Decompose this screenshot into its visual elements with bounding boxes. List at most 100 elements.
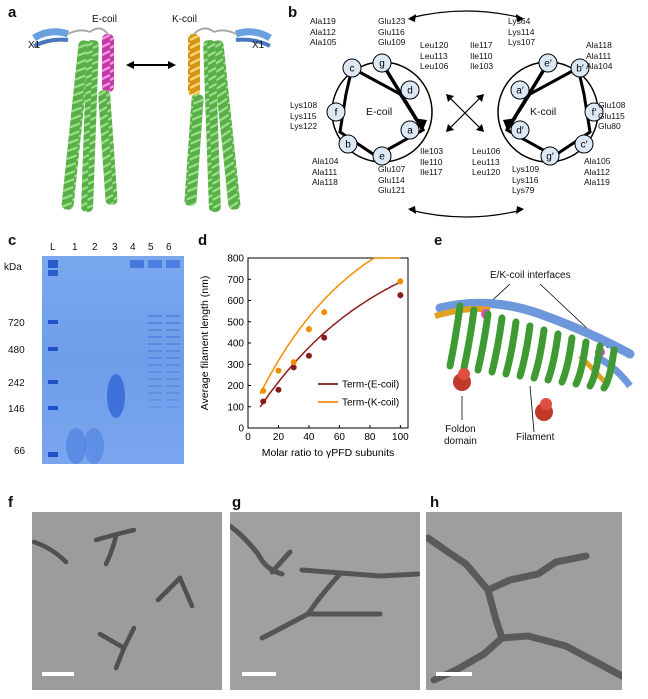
em-image-f bbox=[32, 512, 222, 690]
x1-label-right: X1 bbox=[252, 40, 265, 51]
k-wheel-title: K-coil bbox=[530, 106, 557, 118]
panel-letter-g: g bbox=[232, 494, 242, 511]
data-point-k-coil bbox=[260, 387, 267, 394]
legend-label: Term-(E-coil) bbox=[342, 380, 399, 391]
residues-e-e: Glu107 Glu114 Glu121 bbox=[378, 164, 406, 195]
lane-label-2: 2 bbox=[92, 242, 98, 253]
e-coil-label: E-coil bbox=[92, 14, 118, 25]
data-point-e-coil bbox=[321, 334, 328, 341]
e-wheel-node-label: g bbox=[379, 59, 385, 70]
e-wheel-node bbox=[326, 102, 346, 122]
panel-e: E/K-coil interfaces Foldon domain Filame… bbox=[430, 236, 645, 486]
x-tick-label: 20 bbox=[273, 432, 285, 443]
panel-letter-f: f bbox=[8, 494, 13, 511]
data-point-e-coil bbox=[290, 364, 297, 371]
lane-label-3: 3 bbox=[112, 242, 118, 253]
y-tick-label: 600 bbox=[227, 296, 244, 307]
e-wheel-node-label: f bbox=[335, 108, 338, 119]
panel-letter-h: h bbox=[430, 494, 440, 511]
lane-label-1: 1 bbox=[72, 242, 78, 253]
y-tick-label: 700 bbox=[227, 275, 244, 286]
gel-bands bbox=[48, 260, 180, 464]
residues-e-g: Glu123 Glu116 Glu109 bbox=[378, 16, 406, 47]
e-wheel-node-label: a bbox=[407, 126, 413, 137]
gel-image bbox=[42, 256, 184, 464]
k-wheel-node-label: b′ bbox=[576, 64, 584, 75]
k-wheel-node bbox=[510, 80, 530, 100]
y-tick-label: 200 bbox=[227, 381, 244, 392]
residues-k-d: Leu106 Leu113 Leu120 bbox=[472, 146, 501, 177]
em-image-g bbox=[230, 512, 420, 690]
k-wheel-node bbox=[510, 120, 530, 140]
panel-b: c g d f a b e e′ b′ a′ f′ d′ c′ g′ E-coil K-coil Ala… bbox=[290, 8, 645, 226]
e-wheel-node bbox=[342, 58, 362, 78]
helical-wheels: c g d f a b e e′ b′ a′ f′ d′ c′ g′ bbox=[326, 10, 604, 218]
em-image-h bbox=[426, 512, 622, 690]
k-wheel-node-label: f′ bbox=[592, 108, 597, 119]
residues-k-g: Lys109 Lys116 Lys79 bbox=[512, 164, 540, 195]
y-axis-label: Average filament length (nm) bbox=[199, 276, 211, 411]
e-wheel-node bbox=[372, 53, 392, 73]
data-point-e-coil bbox=[260, 398, 267, 405]
k-coil-structure bbox=[184, 27, 272, 212]
x-tick-label: 40 bbox=[303, 432, 315, 443]
x-tick-label: 0 bbox=[245, 432, 251, 443]
x-tick-label: 60 bbox=[334, 432, 346, 443]
fit-curve-k bbox=[259, 257, 401, 395]
panel-letter-b: b bbox=[288, 4, 298, 21]
y-tick-label: 300 bbox=[227, 360, 244, 371]
marker-242: 242 bbox=[8, 378, 25, 389]
y-tick-label: 500 bbox=[227, 317, 244, 328]
data-point-k-coil bbox=[397, 278, 404, 285]
lane-label-5: 5 bbox=[148, 242, 154, 253]
e-wheel-node bbox=[338, 134, 358, 154]
foldon-label: Foldon domain bbox=[444, 424, 477, 447]
k-wheel-node-label: g′ bbox=[546, 152, 554, 163]
marker-480: 480 bbox=[8, 345, 25, 356]
k-wheel-node bbox=[570, 58, 590, 78]
panel-letter-e: e bbox=[434, 232, 443, 249]
panel-d: 0 20 40 60 80 100 0 100 200 300 400 500 600 700 800 Mol… bbox=[196, 236, 426, 476]
em-filaments-f bbox=[32, 512, 222, 690]
panel-a: E-coil K-coil X1 X1 bbox=[20, 10, 280, 225]
e-wheel-node bbox=[400, 120, 420, 140]
filament-length-chart: 0 20 40 60 80 100 0 100 200 300 400 500 600 700 800 Mol… bbox=[199, 254, 409, 460]
panel-c: kDa L 1 2 3 4 5 6 720 bbox=[0, 232, 190, 467]
marker-66: 66 bbox=[14, 446, 26, 457]
em-filaments-g bbox=[230, 512, 420, 690]
e-wheel-node bbox=[400, 80, 420, 100]
residues-k-b: Ala118 Ala111 Ala104 bbox=[586, 40, 613, 71]
k-coil-label: K-coil bbox=[172, 14, 198, 25]
residues-k-f: Glu108 Glu115 Glu80 bbox=[598, 100, 626, 131]
x-tick-label: 100 bbox=[392, 432, 409, 443]
k-wheel-node bbox=[538, 53, 558, 73]
y-tick-label: 0 bbox=[238, 424, 244, 435]
y-tick-label: 800 bbox=[227, 254, 244, 265]
residues-e-f: Lys108 Lys115 Lys122 bbox=[290, 100, 318, 131]
filament-model bbox=[434, 283, 635, 433]
y-tick-label: 400 bbox=[227, 339, 244, 350]
panel-letter-a: a bbox=[8, 4, 17, 21]
residues-k-a: Ile117 Ile110 Ile103 bbox=[470, 40, 494, 71]
residues-k-e: Lys64 Lys114 Lys107 bbox=[508, 16, 536, 47]
lane-label-L: L bbox=[50, 242, 56, 253]
panel-letter-d: d bbox=[198, 232, 208, 249]
residues-e-d: Leu120 Leu113 Leu106 bbox=[420, 40, 449, 71]
e-coil-structure bbox=[32, 27, 118, 212]
filament-label: Filament bbox=[516, 432, 555, 443]
data-point-k-coil bbox=[275, 367, 282, 374]
residues-e-c: Ala119 Ala112 Ala105 bbox=[310, 16, 337, 47]
e-wheel-node bbox=[372, 146, 392, 166]
coiled-coil-structures bbox=[32, 27, 272, 212]
k-wheel-node-label: e′ bbox=[544, 59, 552, 70]
lane-label-4: 4 bbox=[130, 242, 136, 253]
k-wheel-node-label: a′ bbox=[516, 86, 524, 97]
data-point-e-coil bbox=[397, 292, 404, 299]
y-tick-label: 100 bbox=[227, 402, 244, 413]
kda-label: kDa bbox=[4, 262, 22, 273]
lane-label-6: 6 bbox=[166, 242, 172, 253]
e-wheel-node-label: b bbox=[345, 140, 351, 151]
x1-label-left: X1 bbox=[28, 40, 41, 51]
data-point-k-coil bbox=[321, 309, 328, 316]
residues-k-c: Ala105 Ala112 Ala119 bbox=[584, 156, 611, 187]
